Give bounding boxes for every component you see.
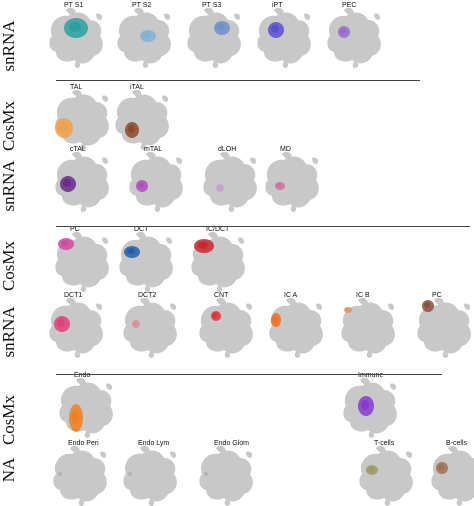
- cell-type-label: iTAL: [130, 84, 144, 91]
- umap-plot: [59, 377, 113, 438]
- cell-type-label: TAL: [70, 84, 83, 91]
- umap-panel: PT S3: [184, 2, 246, 68]
- section-divider: [56, 226, 470, 227]
- cell-type-label: mTAL: [144, 146, 163, 153]
- umap-plot: [327, 7, 381, 68]
- umap-panel: Endo Lym: [120, 440, 182, 506]
- row-label: snRNA: [0, 160, 18, 212]
- cell-type-label: PC: [432, 292, 442, 299]
- cell-type-label: Endo Lym: [138, 440, 170, 447]
- umap-panel: Endo Peri: [50, 440, 112, 506]
- row-label: snRNA: [0, 306, 18, 358]
- umap-panel: PC: [414, 292, 474, 358]
- umap-plot: [117, 7, 171, 68]
- umap-plot: [265, 151, 319, 212]
- cell-type-label: PT S1: [64, 2, 84, 9]
- umap-panel: PEC: [324, 2, 386, 68]
- umap-plot: [257, 7, 311, 68]
- cell-type-label: IC B: [356, 292, 370, 299]
- umap-plot: [123, 297, 177, 358]
- umap-panel: iTAL: [112, 84, 174, 150]
- umap-plot: [199, 445, 253, 506]
- cell-type-label: iPT: [272, 2, 283, 9]
- cell-type-label: cTAL: [70, 146, 86, 153]
- cell-type-label: PC: [70, 226, 80, 233]
- umap-panel: Endo: [56, 372, 118, 438]
- umap-panel: cTAL: [52, 146, 114, 212]
- cell-type-label: B-cells: [446, 440, 468, 447]
- umap-panel: Endo Glom: [196, 440, 258, 506]
- cell-type-label: dLOH: [218, 146, 237, 153]
- cell-type-label: DCT: [134, 226, 149, 233]
- umap-plot: [203, 151, 257, 212]
- umap-plot: [191, 231, 245, 292]
- cell-type-label: IC A: [284, 292, 298, 299]
- umap-plot: [199, 297, 253, 358]
- umap-plot: [129, 151, 183, 212]
- umap-plot: [49, 297, 103, 358]
- umap-plot: [343, 377, 397, 438]
- umap-plot: [49, 7, 103, 68]
- cell-type-label: Endo Glom: [214, 440, 250, 447]
- row-label: snRNA: [0, 20, 18, 72]
- umap-panel: MD: [262, 146, 324, 212]
- cell-type-label: T-cells: [374, 440, 395, 447]
- umap-panel: DCT1: [46, 292, 108, 358]
- umap-plot: [55, 151, 109, 212]
- cell-type-label: Immune: [358, 372, 384, 379]
- umap-plot: [269, 297, 323, 358]
- umap-panel: IC/DCT: [188, 226, 250, 292]
- section-divider: [56, 374, 442, 375]
- umap-plot: [119, 231, 173, 292]
- umap-panel: IC A: [266, 292, 328, 358]
- umap-panel: dLOH: [200, 146, 262, 212]
- cell-type-label: PT S3: [202, 2, 222, 9]
- umap-panel: PT S1: [46, 2, 108, 68]
- cell-type-label: IC/DCT: [206, 226, 230, 233]
- umap-plot: [55, 231, 109, 292]
- section-divider: [56, 80, 420, 81]
- umap-panel: TAL: [52, 84, 114, 150]
- umap-plot: [115, 89, 169, 150]
- umap-panel: B-cells: [428, 440, 474, 506]
- umap-panel: DCT2: [120, 292, 182, 358]
- umap-plot: [123, 445, 177, 506]
- umap-panel: DCT: [116, 226, 178, 292]
- umap-panel: mTAL: [126, 146, 188, 212]
- cell-type-label: MD: [280, 146, 291, 153]
- umap-plot: [55, 89, 109, 150]
- umap-panel: Immune: [340, 372, 402, 438]
- umap-plot: [341, 297, 395, 358]
- cell-type-label: CNT: [214, 292, 229, 299]
- umap-panel: iPT: [254, 2, 316, 68]
- umap-plot: [417, 297, 471, 358]
- umap-plot: [359, 445, 413, 506]
- umap-panel: PC: [52, 226, 114, 292]
- cell-type-label: PEC: [342, 2, 357, 9]
- umap-panel: T-cells: [356, 440, 418, 506]
- cell-type-label: PT S2: [132, 2, 152, 9]
- umap-panel: IC B: [338, 292, 400, 358]
- row-label: CosMx: [0, 240, 18, 292]
- cell-type-label: Endo Peri: [68, 440, 99, 447]
- umap-panel: PT S2: [114, 2, 176, 68]
- umap-plot: [187, 7, 241, 68]
- umap-plot: [53, 445, 107, 506]
- cell-type-label: Endo: [74, 372, 91, 379]
- umap-plot: [431, 445, 474, 506]
- umap-panel: CNT: [196, 292, 258, 358]
- cell-type-label: DCT1: [64, 292, 83, 299]
- cell-type-label: DCT2: [138, 292, 157, 299]
- row-label: NA: [0, 457, 18, 483]
